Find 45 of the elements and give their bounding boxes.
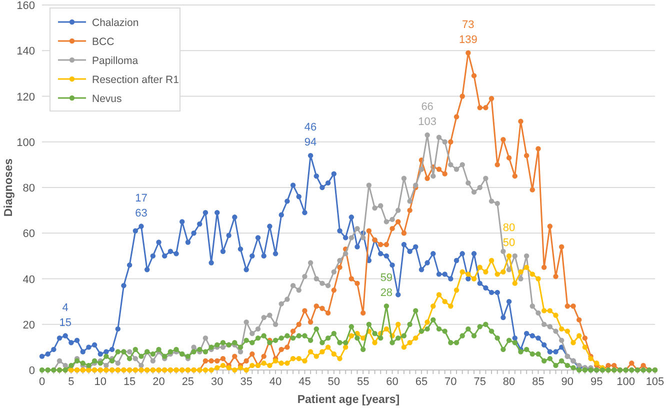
- annotation: 59 28: [380, 272, 393, 300]
- annotation: 66 103: [418, 101, 436, 128]
- annotation: 17 63: [135, 192, 148, 220]
- y-tick-label: 40: [22, 274, 35, 286]
- x-tick-label: 80: [502, 376, 516, 388]
- y-tick-label: 120: [16, 91, 35, 104]
- x-tick-label: 45: [298, 376, 311, 388]
- annotation: 4 15: [59, 302, 72, 329]
- x-tick-label: 70: [444, 376, 457, 388]
- x-tick-label: 55: [356, 376, 370, 388]
- y-tick-label: 100: [16, 136, 35, 149]
- x-tick-label: 5: [68, 376, 74, 388]
- x-tick-label: 95: [590, 376, 603, 388]
- legend-label: Papilloma: [92, 55, 138, 67]
- x-tick-label: 100: [616, 376, 635, 388]
- legend-label: Chalazion: [92, 17, 139, 29]
- y-tick-label: 60: [22, 228, 35, 240]
- annotation: 46 94: [304, 122, 317, 149]
- x-tick-label: 40: [269, 376, 282, 388]
- y-tick-label: 140: [16, 46, 35, 58]
- annotation: 80 50: [502, 222, 516, 249]
- y-tick-label: 80: [22, 182, 35, 194]
- legend-label: Nevus: [92, 93, 122, 105]
- x-tick-label: 20: [152, 376, 165, 388]
- x-tick-label: 90: [561, 376, 574, 388]
- legend-label: Resection after R1: [92, 74, 180, 86]
- x-axis-title: Patient age [years]: [297, 394, 400, 406]
- x-tick-label: 65: [415, 376, 428, 388]
- y-tick-label: 20: [22, 319, 35, 332]
- x-tick-label: 15: [123, 376, 136, 388]
- x-tick-label: 105: [646, 376, 664, 388]
- x-tick-label: 75: [474, 376, 486, 388]
- x-tick-label: 25: [182, 376, 194, 388]
- y-tick-label: 160: [16, 0, 35, 12]
- x-tick-label: 60: [386, 376, 398, 388]
- x-tick-label: 85: [532, 376, 544, 388]
- legend-label: BCC: [92, 36, 115, 48]
- x-tick-label: 10: [94, 376, 107, 388]
- x-tick-label: 30: [211, 376, 224, 388]
- x-tick-label: 35: [240, 376, 252, 388]
- x-tick-label: 0: [38, 376, 46, 388]
- annotation: 73 139: [459, 18, 478, 46]
- y-tick-label: 0: [28, 365, 35, 377]
- x-tick-label: 50: [328, 376, 340, 388]
- y-axis-title: Diagnoses: [3, 158, 15, 217]
